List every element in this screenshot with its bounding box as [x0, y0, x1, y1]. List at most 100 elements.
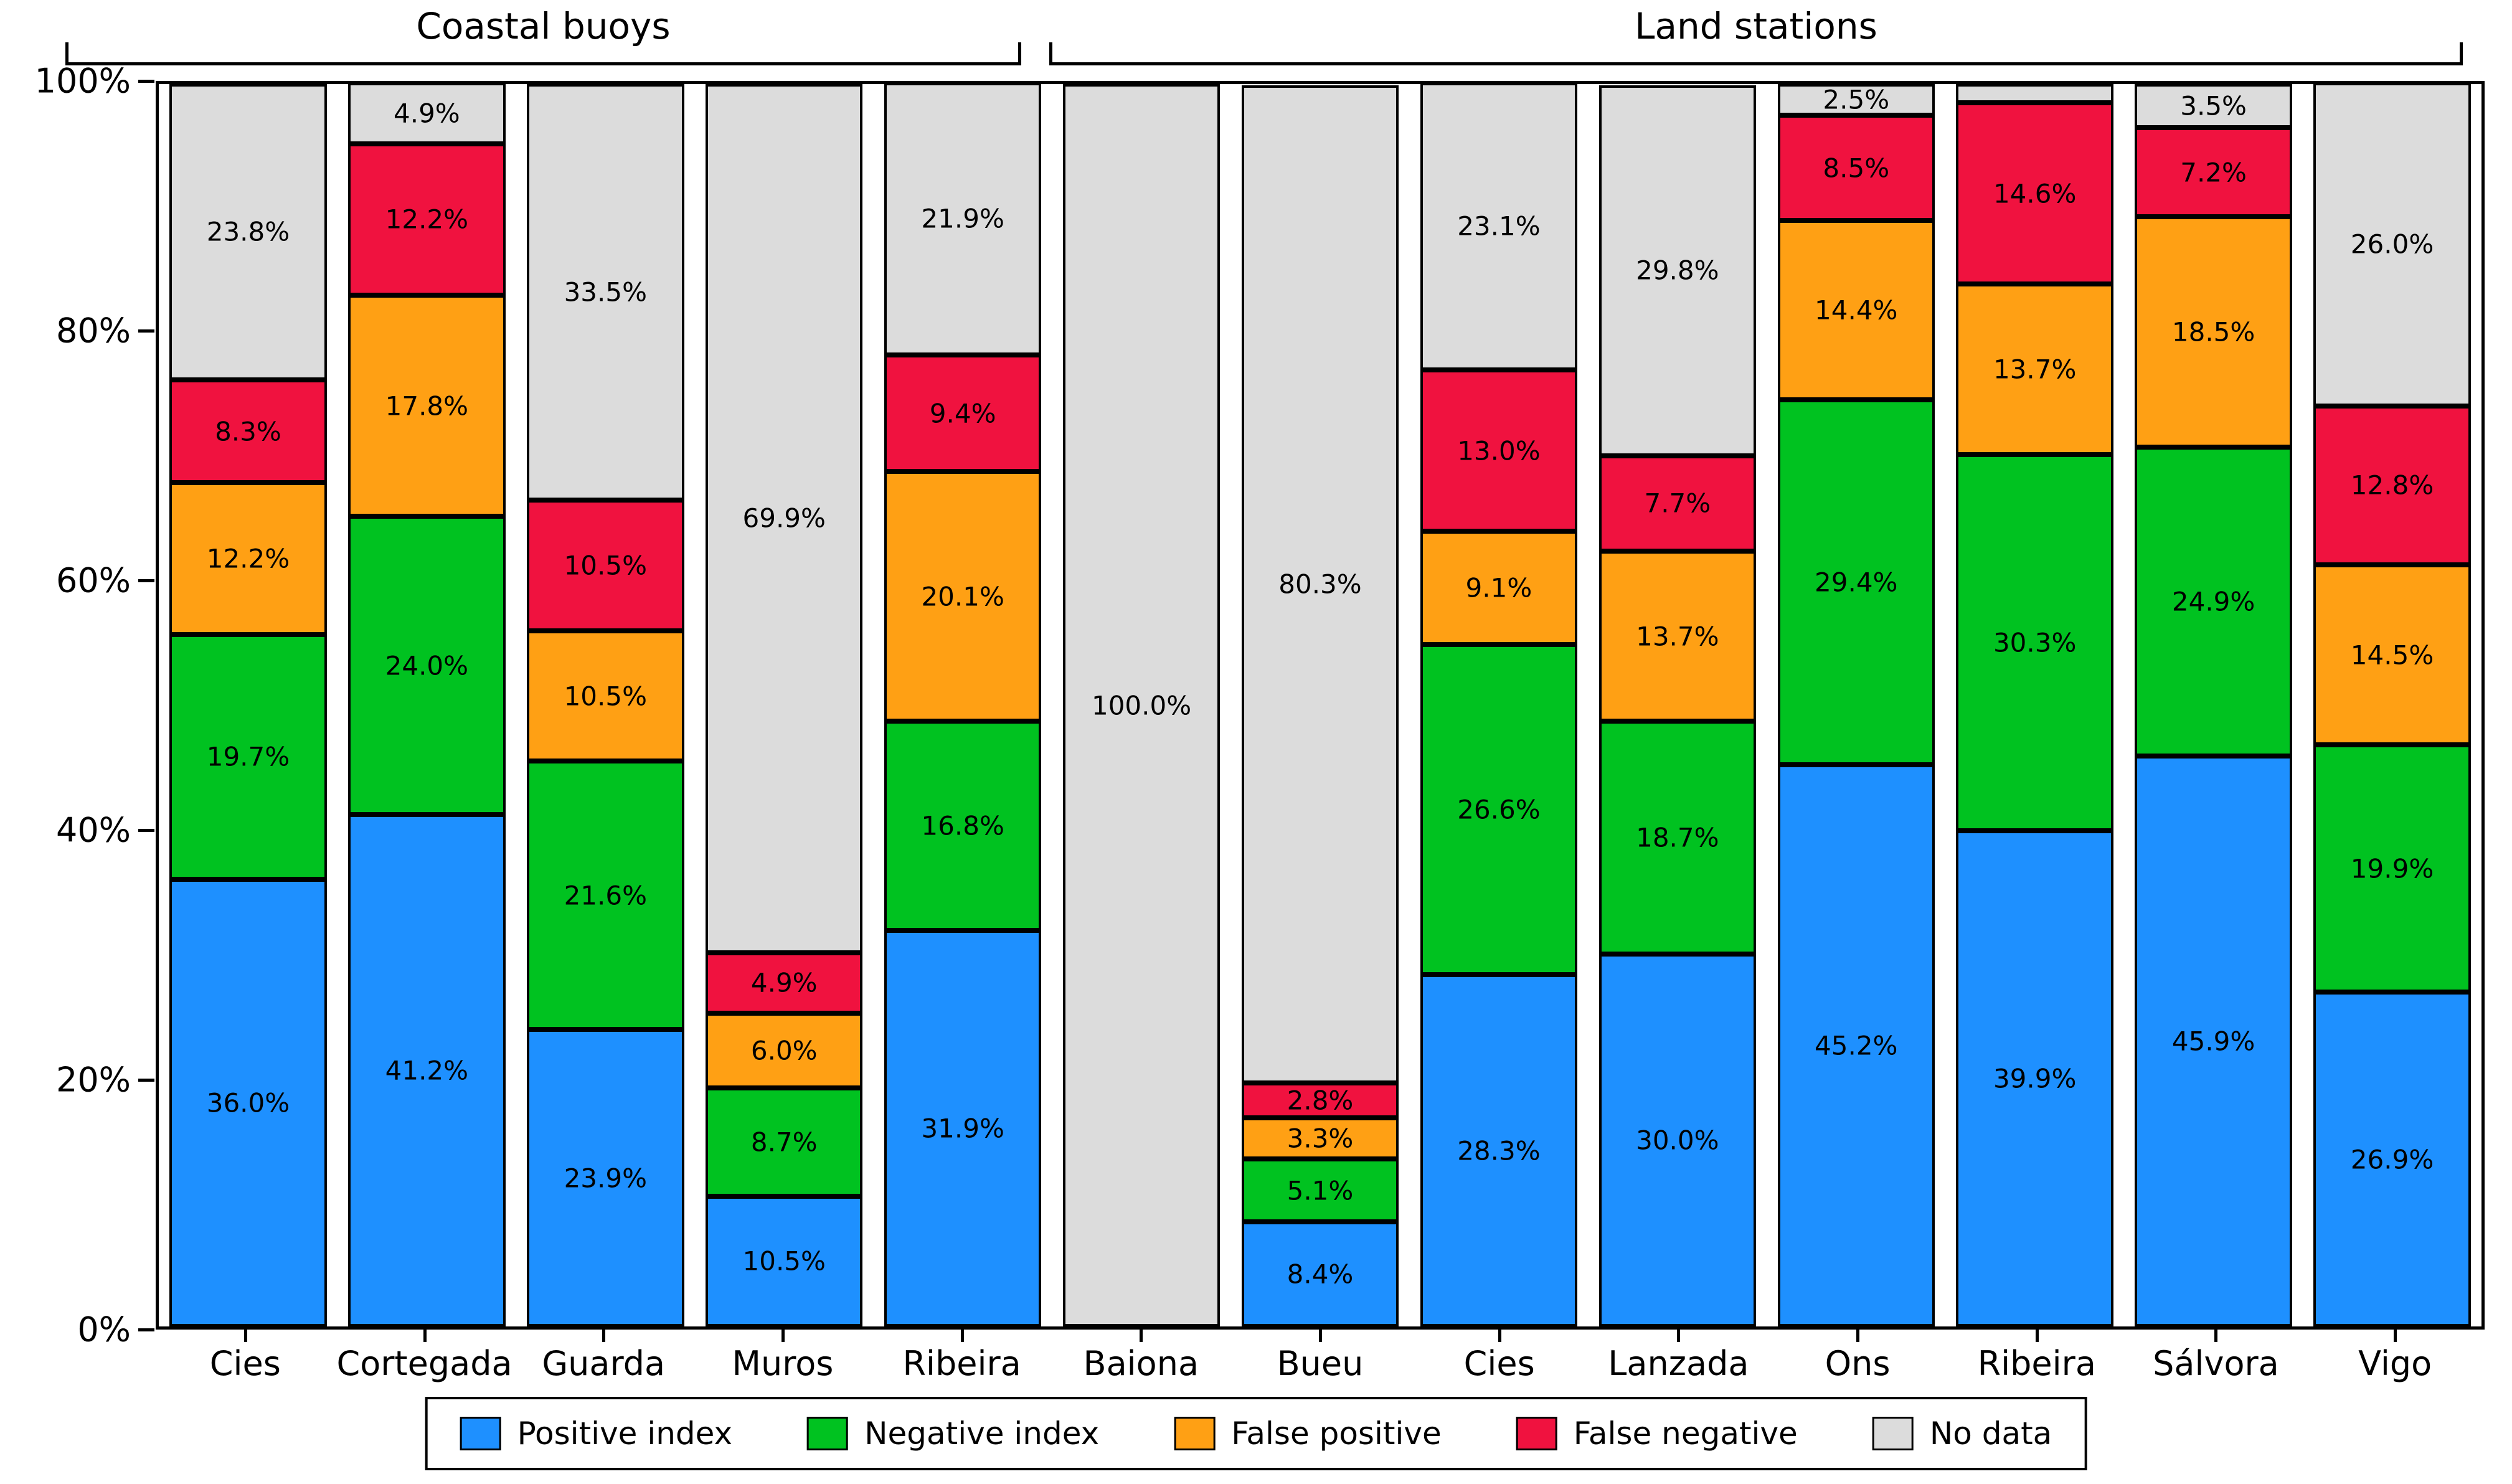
- x-tick-mark: [2394, 1330, 2397, 1342]
- bar-2-guarda: 23.9% 21.6% 10.5% 10.5% 33.5%: [527, 84, 684, 1326]
- segment-value-label: 18.5%: [2171, 316, 2255, 347]
- x-tick-mark: [1319, 1330, 1322, 1342]
- x-tick-mark: [1677, 1330, 1681, 1342]
- x-tick-mark: [423, 1330, 427, 1342]
- segment-value-label: 13.0%: [1457, 435, 1541, 466]
- segment-false-positive: 6.0%: [705, 1013, 863, 1088]
- legend-item-positive-index: Positive index: [460, 1415, 732, 1452]
- x-tick-mark: [781, 1330, 785, 1342]
- segment-value-label: 18.7%: [1636, 822, 1719, 853]
- segment-positive-index: 8.4%: [1241, 1222, 1399, 1326]
- segment-value-label: 33.5%: [564, 276, 647, 308]
- segment-value-label: 23.1%: [1457, 210, 1541, 242]
- segment-positive-index: 36.0%: [169, 879, 327, 1326]
- x-tick-label-cies: Cies: [209, 1344, 281, 1383]
- segment-false-negative: 14.6%: [1956, 102, 2113, 285]
- group-bracket-land-right-tick: [2460, 42, 2463, 65]
- segment-value-label: 13.7%: [1993, 354, 2077, 385]
- segment-value-label: 23.9%: [564, 1163, 647, 1194]
- segment-no-data: 29.8%: [1598, 85, 1757, 456]
- segment-no-data: 2.5%: [1777, 84, 1935, 115]
- positive-index-swatch-icon: [460, 1417, 501, 1450]
- y-tick-label: 80%: [55, 311, 131, 351]
- x-tick-label-bueu: Bueu: [1277, 1344, 1364, 1383]
- false-positive-swatch-icon: [1174, 1417, 1216, 1450]
- segment-value-label: 8.3%: [215, 416, 281, 447]
- y-tick-mark: [138, 329, 154, 333]
- y-tick-label: 40%: [55, 810, 131, 850]
- segment-positive-index: 45.9%: [2135, 756, 2292, 1326]
- group-bracket-land-left-tick: [1049, 42, 1052, 65]
- segment-value-label: 10.5%: [742, 1245, 826, 1277]
- segment-no-data: 26.0%: [2313, 83, 2471, 406]
- bar-3-muros: 10.5% 8.7% 6.0% 4.9% 69.9%: [705, 84, 863, 1326]
- segment-value-label: 39.9%: [1993, 1063, 2077, 1094]
- group-bracket-coastal-right-tick: [1018, 42, 1021, 65]
- x-tick-mark: [243, 1330, 247, 1342]
- segment-false-positive: 13.7%: [1598, 551, 1757, 722]
- segment-value-label: 26.6%: [1457, 794, 1541, 825]
- x-tick-mark: [2035, 1330, 2039, 1342]
- segment-positive-index: 10.5%: [705, 1196, 863, 1326]
- legend-label: No data: [1929, 1415, 2052, 1452]
- group-bracket-coastal: [65, 62, 1021, 65]
- segment-value-label: 3.3%: [1287, 1123, 1354, 1154]
- segment-value-label: 5.1%: [1287, 1175, 1354, 1206]
- y-tick-mark: [138, 1328, 154, 1331]
- x-tick-label-guarda: Guarda: [542, 1344, 666, 1383]
- segment-negative-index: 19.9%: [2313, 745, 2471, 993]
- y-tick-label: 60%: [55, 560, 131, 600]
- segment-false-negative: 8.3%: [169, 379, 327, 483]
- y-tick-mark: [138, 1079, 154, 1082]
- segment-false-positive: 20.1%: [884, 471, 1042, 722]
- bar-9-ons: 45.2% 29.4% 14.4% 8.5% 2.5%: [1777, 84, 1935, 1326]
- segment-false-negative: 7.7%: [1598, 455, 1757, 552]
- group-title-coastal-buoys: Coastal buoys: [416, 5, 671, 47]
- y-tick-label: 20%: [55, 1060, 131, 1100]
- segment-value-label: 29.4%: [1815, 567, 1898, 598]
- segment-positive-index: 28.3%: [1420, 975, 1578, 1326]
- segment-false-negative: 13.0%: [1420, 369, 1578, 532]
- segment-value-label: 8.7%: [750, 1127, 818, 1158]
- x-tick-mark: [1498, 1330, 1501, 1342]
- no-data-swatch-icon: [1872, 1417, 1914, 1450]
- segment-false-positive: 3.3%: [1241, 1117, 1399, 1159]
- segment-positive-index: 31.9%: [884, 930, 1042, 1326]
- segment-value-label: 21.9%: [921, 203, 1004, 234]
- segment-value-label: 41.2%: [385, 1055, 469, 1086]
- segment-value-label: 69.9%: [742, 503, 826, 534]
- segment-false-negative: 2.8%: [1241, 1082, 1399, 1118]
- segment-value-label: 4.9%: [394, 98, 460, 129]
- segment-no-data: 3.5%: [2135, 84, 2292, 128]
- segment-value-label: 26.9%: [2350, 1144, 2434, 1175]
- segment-value-label: 9.4%: [929, 398, 996, 429]
- segment-no-data: 33.5%: [527, 84, 684, 501]
- segment-false-positive: 18.5%: [2135, 217, 2292, 447]
- segment-false-positive: 14.5%: [2313, 565, 2471, 745]
- segment-value-label: 13.7%: [1636, 621, 1719, 652]
- legend-item-false-negative: False negative: [1516, 1415, 1798, 1452]
- segment-positive-index: 41.2%: [348, 815, 506, 1326]
- segment-value-label: 14.5%: [2350, 640, 2434, 671]
- segment-no-data: 23.8%: [169, 84, 327, 380]
- legend-label: Negative index: [864, 1415, 1100, 1452]
- segment-positive-index: 23.9%: [527, 1029, 684, 1326]
- segment-false-positive: 10.5%: [527, 630, 684, 762]
- legend-item-false-positive: False positive: [1174, 1415, 1442, 1452]
- negative-index-swatch-icon: [807, 1417, 849, 1450]
- segment-positive-index: 39.9%: [1956, 831, 2113, 1326]
- segment-value-label: 45.9%: [2171, 1026, 2255, 1057]
- segment-value-label: 14.6%: [1993, 178, 2077, 209]
- segment-false-positive: 13.7%: [1956, 284, 2113, 455]
- segment-negative-index: 24.9%: [2135, 447, 2292, 757]
- x-tick-mark: [602, 1330, 606, 1342]
- segment-negative-index: 19.7%: [169, 634, 327, 879]
- segment-value-label: 36.0%: [206, 1087, 290, 1118]
- segment-value-label: 7.2%: [2180, 157, 2247, 188]
- x-tick-label-ons: Ons: [1825, 1344, 1891, 1383]
- legend-item-negative-index: Negative index: [807, 1415, 1099, 1452]
- segment-value-label: 7.7%: [1644, 488, 1711, 519]
- segment-value-label: 16.8%: [921, 810, 1004, 841]
- segment-value-label: 45.2%: [1815, 1030, 1898, 1061]
- segment-value-label: 24.0%: [385, 650, 469, 681]
